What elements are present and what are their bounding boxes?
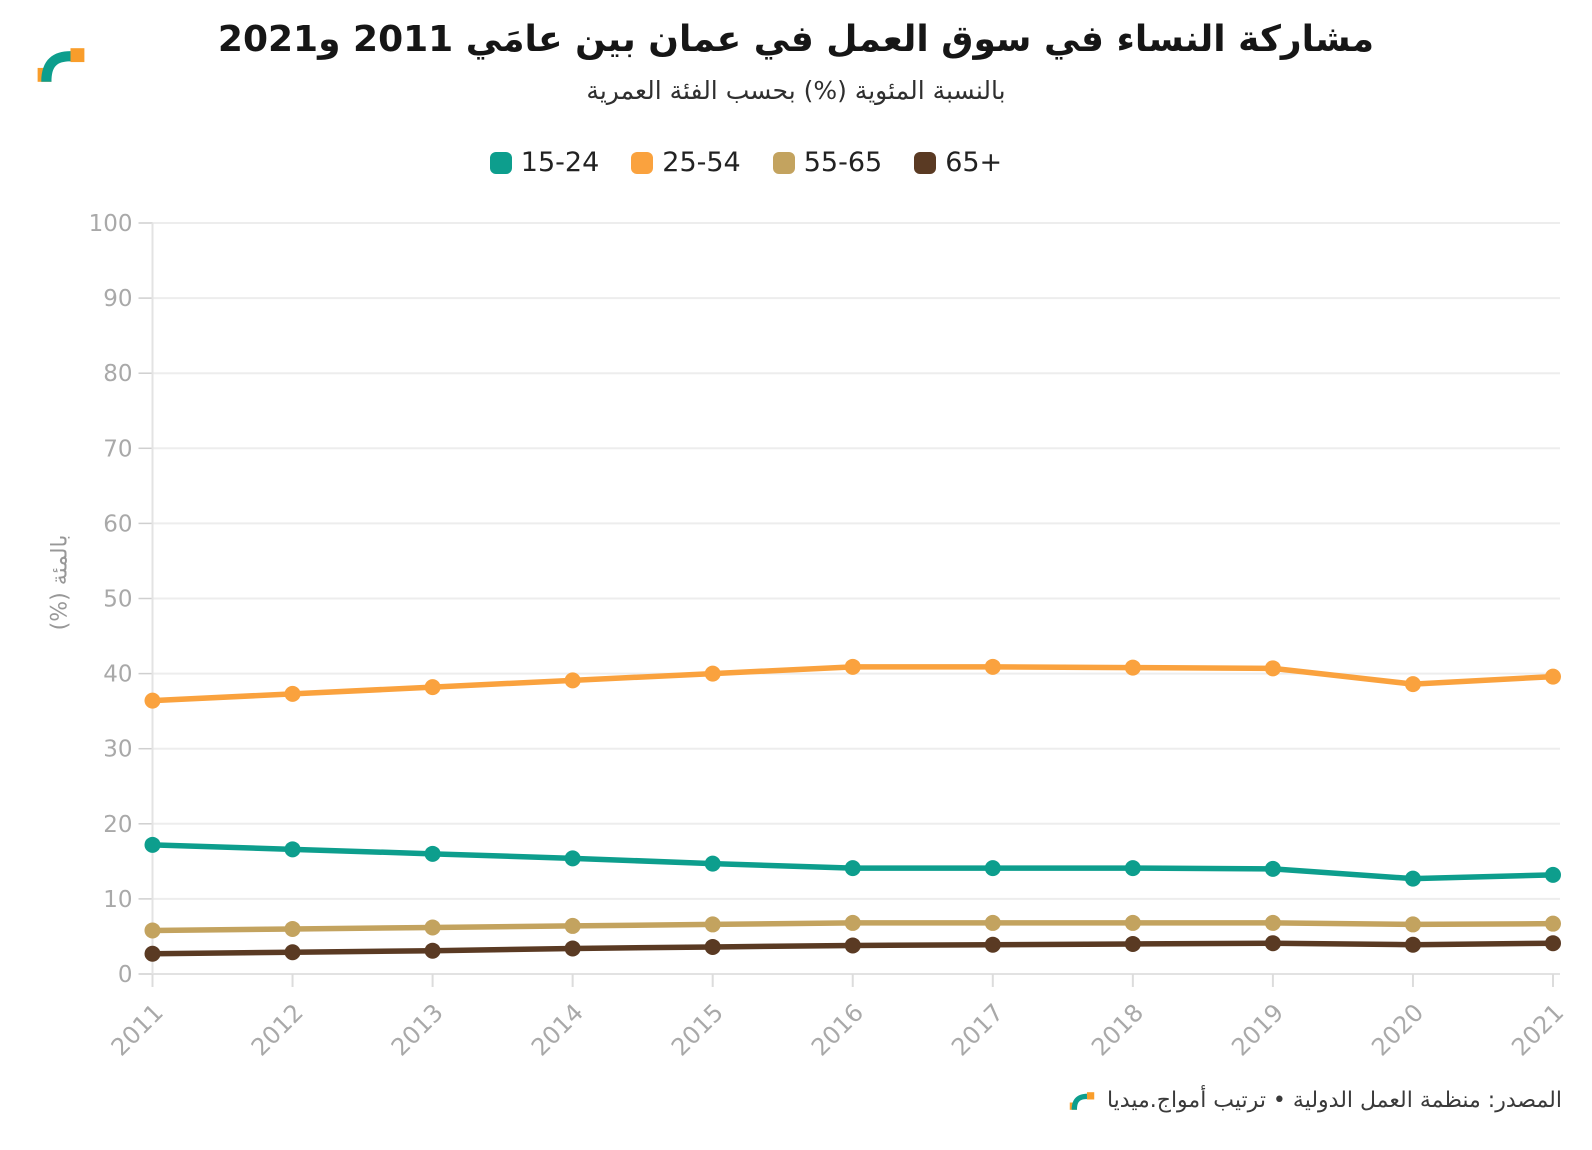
data-point-65+-2012 — [284, 944, 301, 961]
data-point-65+-2016 — [844, 937, 861, 954]
y-axis-tick-label: 40 — [103, 662, 132, 688]
data-point-65+-2020 — [1404, 936, 1421, 953]
x-axis-tick-label: 2017 — [946, 998, 1009, 1061]
data-point-25-54-2019 — [1264, 660, 1281, 677]
data-point-25-54-2014 — [564, 672, 581, 689]
legend-item-55-65: 55-65 — [772, 147, 883, 178]
y-axis-tick-label: 50 — [103, 587, 132, 613]
y-axis-title: بالمئة (%) — [47, 534, 73, 631]
data-point-15-24-2020 — [1404, 870, 1421, 887]
x-axis-tick-label: 2014 — [526, 998, 589, 1061]
x-axis-tick-label: 2016 — [806, 998, 869, 1061]
data-point-65+-2014 — [564, 940, 581, 957]
x-axis-tick-label: 2021 — [1506, 998, 1569, 1061]
amwaj-logo-icon — [37, 48, 85, 82]
x-axis-tick-label: 2013 — [386, 998, 449, 1061]
data-point-15-24-2018 — [1124, 860, 1141, 877]
data-point-55-65-2017 — [984, 914, 1001, 931]
data-point-25-54-2011 — [144, 692, 161, 709]
legend-item-65+: 65+ — [914, 147, 1002, 178]
data-point-55-65-2019 — [1264, 914, 1281, 931]
data-point-25-54-2020 — [1404, 676, 1421, 693]
legend-label: 15-24 — [520, 147, 600, 178]
data-point-25-54-2021 — [1545, 668, 1561, 685]
x-axis-tick-label: 2019 — [1226, 998, 1289, 1061]
data-point-25-54-2015 — [704, 665, 721, 682]
data-point-15-24-2015 — [704, 855, 721, 872]
y-axis-tick-label: 70 — [103, 436, 132, 462]
data-point-25-54-2018 — [1124, 659, 1141, 676]
data-point-25-54-2017 — [984, 658, 1001, 675]
legend-label: 65+ — [945, 147, 1003, 178]
chart-title: مشاركة النساء في سوق العمل في عمان بين ع… — [217, 19, 1375, 60]
legend: 15-24 25-54 55-65 65+ — [0, 147, 1492, 178]
x-axis-tick-label: 2018 — [1086, 998, 1149, 1061]
data-point-25-54-2012 — [284, 685, 301, 702]
chart-subtitle: بالنسبة المئوية (%) بحسب الفئة العمرية — [586, 76, 1006, 105]
data-point-55-65-2016 — [844, 914, 861, 931]
legend-swatch-icon — [772, 151, 795, 174]
data-point-55-65-2015 — [704, 916, 721, 933]
y-axis-tick-label: 20 — [103, 812, 132, 838]
y-axis-tick-label: 30 — [103, 737, 132, 763]
data-point-65+-2013 — [424, 942, 441, 959]
data-point-55-65-2013 — [424, 919, 441, 936]
y-axis-tick-label: 10 — [103, 887, 132, 913]
data-point-15-24-2021 — [1545, 866, 1561, 883]
data-point-55-65-2020 — [1404, 916, 1421, 933]
data-point-65+-2011 — [144, 945, 161, 962]
data-point-55-65-2021 — [1545, 915, 1561, 932]
data-point-65+-2015 — [704, 938, 721, 955]
data-point-15-24-2012 — [284, 841, 301, 858]
source-line: المصدر: منظمة العمل الدولية • ترتيب أموا… — [1069, 1088, 1562, 1113]
data-point-65+-2019 — [1264, 935, 1281, 952]
x-axis-tick-label: 2011 — [106, 998, 169, 1061]
y-axis-tick-label: 90 — [103, 286, 132, 312]
legend-swatch-icon — [631, 151, 654, 174]
data-point-65+-2017 — [984, 936, 1001, 953]
data-point-65+-2018 — [1124, 935, 1141, 952]
data-point-55-65-2014 — [564, 917, 581, 934]
data-point-55-65-2011 — [144, 922, 161, 939]
legend-label: 55-65 — [803, 147, 883, 178]
data-point-15-24-2019 — [1264, 860, 1281, 877]
x-axis-tick-label: 2012 — [246, 998, 309, 1061]
data-point-25-54-2016 — [844, 658, 861, 675]
source-text: المصدر: منظمة العمل الدولية • ترتيب أموا… — [1106, 1088, 1562, 1113]
data-point-65+-2021 — [1545, 935, 1561, 952]
legend-item-15-24: 15-24 — [489, 147, 600, 178]
legend-item-25-54: 25-54 — [631, 147, 741, 178]
legend-label: 25-54 — [662, 147, 741, 178]
data-point-55-65-2012 — [284, 920, 301, 937]
y-axis-tick-label: 60 — [103, 511, 132, 537]
data-point-15-24-2011 — [144, 836, 161, 853]
y-axis-tick-label: 0 — [118, 962, 133, 988]
y-axis-tick-label: 100 — [89, 211, 133, 237]
x-axis-tick-label: 2015 — [666, 998, 729, 1061]
data-point-15-24-2016 — [844, 860, 861, 877]
data-point-25-54-2013 — [424, 679, 441, 696]
data-point-15-24-2014 — [564, 850, 581, 867]
x-axis-tick-label: 2020 — [1366, 998, 1429, 1061]
data-point-15-24-2017 — [984, 860, 1001, 877]
amwaj-logo-small-icon — [1069, 1091, 1095, 1110]
y-axis-tick-label: 80 — [103, 361, 132, 387]
legend-swatch-icon — [914, 151, 937, 174]
data-point-15-24-2013 — [424, 845, 441, 862]
data-point-55-65-2018 — [1124, 914, 1141, 931]
legend-swatch-icon — [489, 151, 512, 174]
